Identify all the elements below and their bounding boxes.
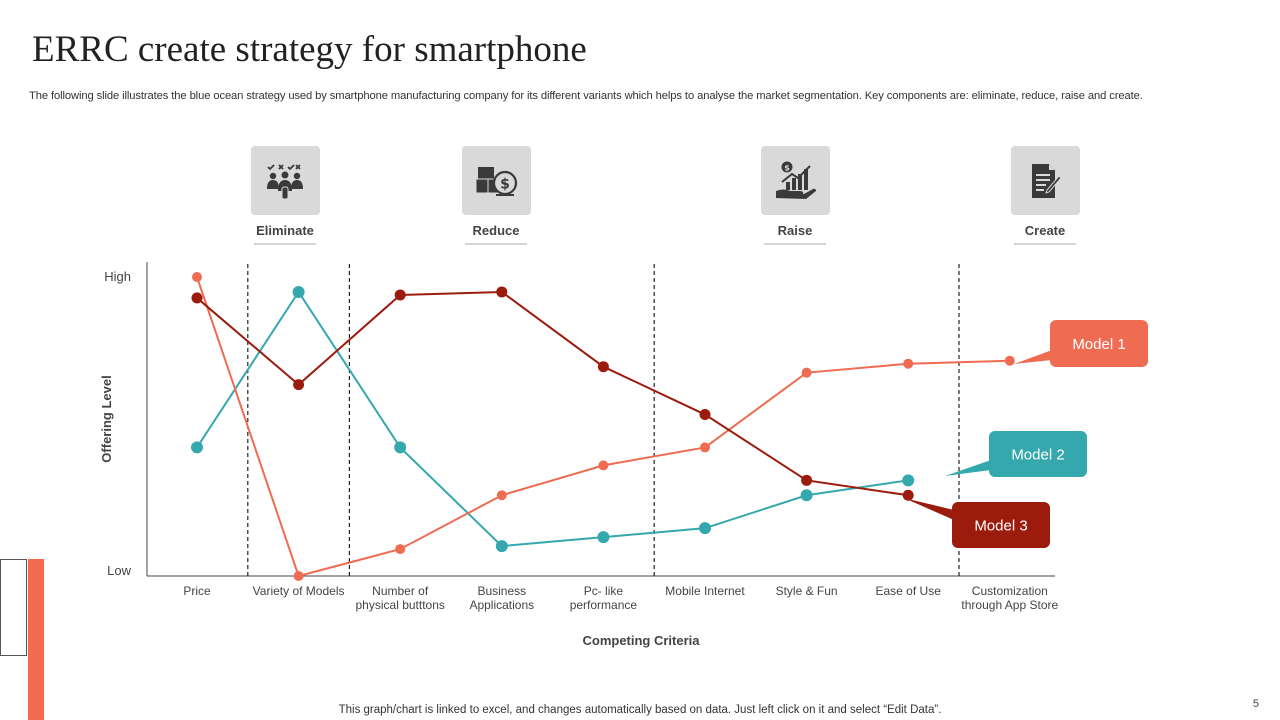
data-point-model-3 (293, 379, 305, 391)
callout-label: Model 2 (1011, 447, 1064, 464)
data-point-model-2 (800, 489, 813, 502)
series-line-model-3 (196, 290, 909, 497)
x-tick-label: Mobile Internet (665, 584, 745, 598)
data-point-model-1 (192, 272, 202, 282)
data-point-model-1 (801, 367, 812, 378)
x-tick-label: Style & Fun (776, 584, 838, 598)
callout-box (952, 502, 1050, 548)
category-raise: $ Raise (755, 146, 835, 245)
data-point-model-2 (597, 531, 610, 544)
page-title: ERRC create strategy for smartphone (32, 29, 587, 70)
callout-label: Model 3 (974, 518, 1027, 535)
data-point-model-3 (699, 409, 711, 421)
eliminate-icon-box (250, 146, 320, 215)
data-point-model-2 (699, 522, 711, 535)
x-tick-label: Business Applications (469, 584, 534, 612)
y-tick-low: Low (107, 563, 131, 578)
x-tick-label: Customization through App Store (961, 584, 1058, 612)
x-tick-label: Ease of Use (876, 584, 942, 598)
data-point-model-2 (292, 285, 305, 298)
reduce-icon-box: $ (461, 146, 531, 215)
callout-box (989, 431, 1087, 477)
create-icon-box (1010, 146, 1080, 215)
data-point-model-2 (394, 441, 407, 454)
footer-note: This graph/chart is linked to excel, and… (338, 704, 942, 716)
category-reduce: $ Reduce (456, 146, 536, 245)
category-underline (254, 243, 316, 245)
data-point-model-2 (191, 441, 203, 454)
category-label: Reduce (472, 223, 520, 238)
data-point-model-1 (700, 442, 710, 453)
y-tick-high: High (104, 269, 131, 284)
data-point-model-3 (496, 286, 508, 298)
data-point-model-3 (191, 292, 203, 304)
data-point-model-3 (902, 489, 914, 501)
callout-pointer (1014, 350, 1052, 364)
boxes-dollar-icon: $ (475, 166, 518, 196)
x-axis-label: Competing Criteria (582, 633, 700, 648)
data-point-model-1 (496, 490, 507, 501)
team-vote-icon (267, 163, 303, 199)
legend-callout-model-1: Model 1 (1014, 320, 1148, 367)
callout-pointer (904, 498, 954, 520)
category-underline (764, 243, 826, 245)
y-axis-label: Offering Level (99, 375, 114, 462)
category-underline (465, 243, 527, 245)
x-tick-label: Price (183, 584, 211, 598)
data-point-model-1 (1004, 355, 1015, 366)
legend-callout-model-3: Model 3 (904, 498, 1050, 548)
category-label: Eliminate (256, 223, 314, 238)
data-point-model-3 (801, 474, 813, 486)
data-point-model-2 (902, 474, 915, 487)
x-tick-label: Pc- like performance (570, 584, 638, 612)
svg-text:$: $ (500, 176, 510, 192)
data-point-model-2 (495, 540, 508, 553)
data-point-model-1 (293, 571, 304, 581)
category-label: Create (1024, 223, 1066, 238)
document-pen-icon (1032, 163, 1062, 198)
category-create: Create (1005, 146, 1085, 245)
hand-growth-chart-icon: $ (776, 161, 816, 199)
page-number: 5 (1252, 698, 1259, 710)
data-point-model-1 (598, 460, 609, 471)
data-point-model-3 (394, 289, 406, 301)
category-label: Raise (777, 223, 813, 238)
x-tick-label: Number of physical butttons (356, 584, 445, 612)
data-point-model-1 (395, 544, 406, 555)
decorative-outline-box (0, 559, 27, 656)
raise-icon-box: $ (760, 146, 830, 215)
category-underline (1014, 243, 1076, 245)
x-tick-label: Variety of Models (253, 584, 345, 598)
data-point-model-3 (597, 361, 609, 373)
callout-pointer (945, 460, 991, 476)
decorative-red-bar (28, 559, 44, 720)
category-eliminate: Eliminate (245, 146, 325, 245)
data-point-model-1 (903, 358, 914, 369)
legend-callout-model-2: Model 2 (945, 431, 1087, 477)
callout-box (1050, 320, 1148, 367)
callout-label: Model 1 (1072, 336, 1125, 353)
series-line-model-2 (196, 290, 909, 548)
svg-text:$: $ (784, 163, 790, 172)
page-subtitle: The following slide illustrates the blue… (29, 90, 1143, 102)
